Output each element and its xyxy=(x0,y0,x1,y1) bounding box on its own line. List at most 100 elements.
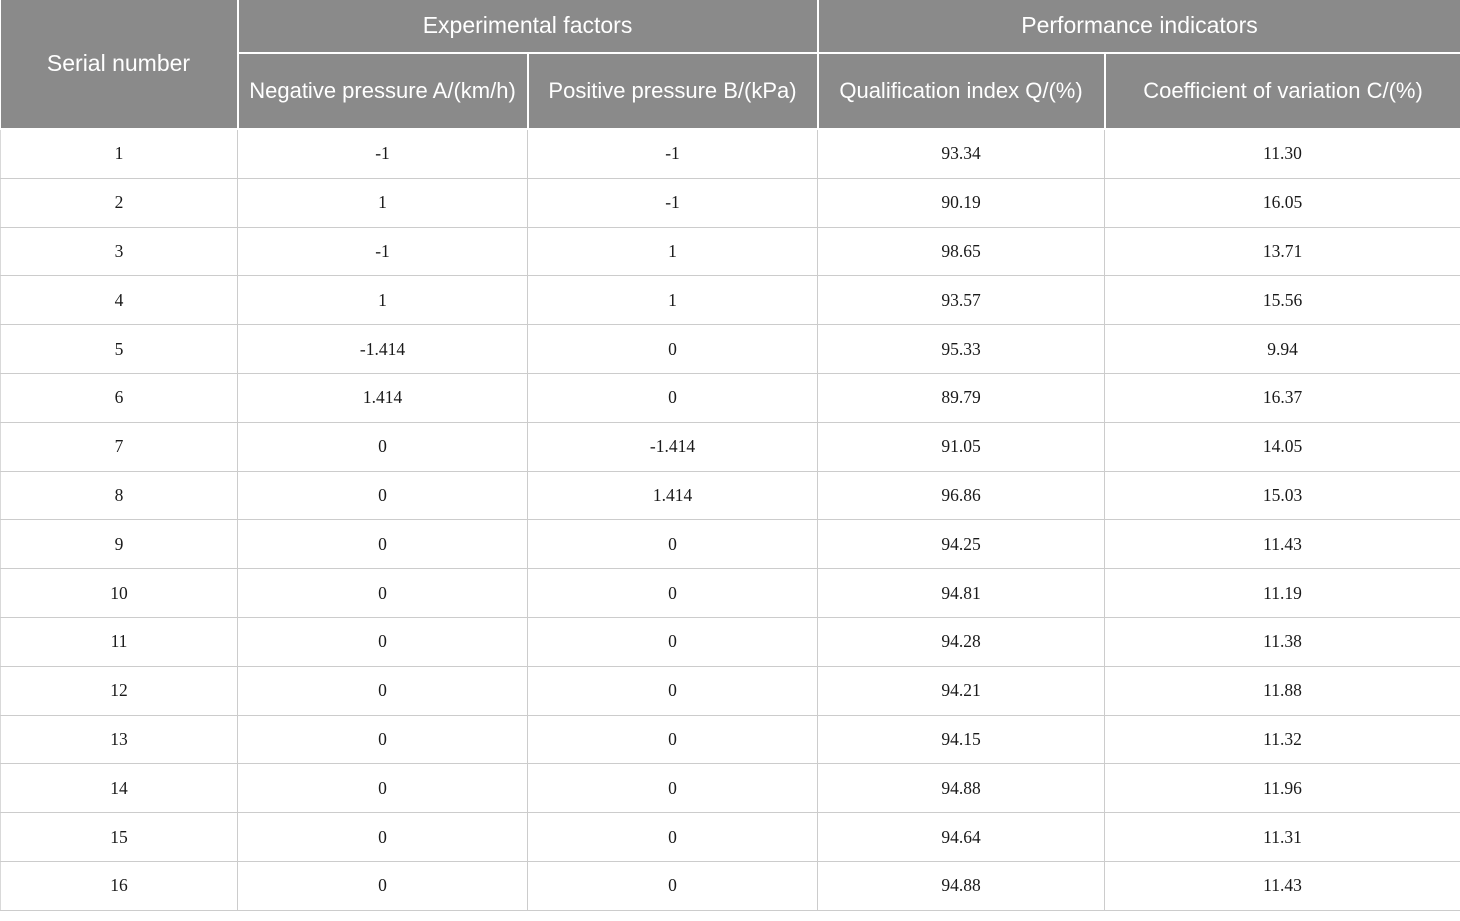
header-serial-number: Serial number xyxy=(0,0,239,130)
negative-pressure-cell: 0 xyxy=(237,616,528,667)
table-body: 1 -1 -1 93.34 11.30 2 1 -1 90.19 16.05 3 -1 1 98.65 13… xyxy=(0,128,1460,911)
table-header: Serial number Experimental factors Perfo… xyxy=(0,0,1460,130)
coefficient-variation-cell: 11.43 xyxy=(1104,519,1460,570)
negative-pressure-cell: 0 xyxy=(237,568,528,618)
table-row: 4 1 1 93.57 15.56 xyxy=(0,275,1460,326)
coefficient-variation-cell: 9.94 xyxy=(1104,324,1460,374)
negative-pressure-cell: 0 xyxy=(237,421,528,472)
header-qualification-index: Qualification index Q/(%) xyxy=(816,52,1106,130)
qualification-index-cell: 94.15 xyxy=(817,714,1106,765)
coefficient-variation-cell: 11.19 xyxy=(1104,568,1460,618)
table-row: 7 0 -1.414 91.05 14.05 xyxy=(0,421,1460,472)
positive-pressure-cell: 0 xyxy=(526,372,819,423)
coefficient-variation-cell: 11.38 xyxy=(1104,616,1460,667)
positive-pressure-cell: 0 xyxy=(526,665,819,716)
negative-pressure-cell: 1 xyxy=(237,177,528,228)
qualification-index-cell: 91.05 xyxy=(817,421,1106,472)
table-row: 13 0 0 94.15 11.32 xyxy=(0,714,1460,765)
serial-cell: 15 xyxy=(0,812,238,862)
header-negative-pressure: Negative pressure A/(km/h) xyxy=(236,52,529,130)
header-group-row: Serial number Experimental factors Perfo… xyxy=(0,0,1460,130)
positive-pressure-cell: 1.414 xyxy=(526,470,819,521)
qualification-index-cell: 90.19 xyxy=(817,177,1106,228)
coefficient-variation-cell: 13.71 xyxy=(1104,226,1460,277)
positive-pressure-cell: 1 xyxy=(526,275,819,326)
qualification-index-cell: 94.88 xyxy=(817,860,1106,911)
coefficient-variation-cell: 11.32 xyxy=(1104,714,1460,765)
coefficient-variation-cell: 16.05 xyxy=(1104,177,1460,228)
positive-pressure-cell: 0 xyxy=(526,763,819,814)
header-group-experimental-factors: Experimental factors xyxy=(236,0,819,54)
positive-pressure-cell: 0 xyxy=(526,616,819,667)
positive-pressure-cell: 0 xyxy=(526,714,819,765)
table-row: 5 -1.414 0 95.33 9.94 xyxy=(0,324,1460,374)
positive-pressure-cell: -1 xyxy=(526,177,819,228)
qualification-index-cell: 95.33 xyxy=(817,324,1106,374)
table-row: 8 0 1.414 96.86 15.03 xyxy=(0,470,1460,521)
qualification-index-cell: 94.25 xyxy=(817,519,1106,570)
positive-pressure-cell: 0 xyxy=(526,812,819,862)
negative-pressure-cell: 1.414 xyxy=(237,372,528,423)
negative-pressure-cell: 0 xyxy=(237,714,528,765)
coefficient-variation-cell: 16.37 xyxy=(1104,372,1460,423)
table-row: 6 1.414 0 89.79 16.37 xyxy=(0,372,1460,423)
qualification-index-cell: 94.28 xyxy=(817,616,1106,667)
qualification-index-cell: 89.79 xyxy=(817,372,1106,423)
coefficient-variation-cell: 11.31 xyxy=(1104,812,1460,862)
qualification-index-cell: 98.65 xyxy=(817,226,1106,277)
coefficient-variation-cell: 11.30 xyxy=(1104,128,1460,179)
table-row: 11 0 0 94.28 11.38 xyxy=(0,616,1460,667)
table-row: 9 0 0 94.25 11.43 xyxy=(0,519,1460,570)
positive-pressure-cell: 0 xyxy=(526,519,819,570)
header-group-performance-indicators: Performance indicators xyxy=(816,0,1460,54)
negative-pressure-cell: -1 xyxy=(237,226,528,277)
serial-cell: 14 xyxy=(0,763,238,814)
coefficient-variation-cell: 11.96 xyxy=(1104,763,1460,814)
negative-pressure-cell: 0 xyxy=(237,470,528,521)
header-sub-row: Negative pressure A/(km/h) Positive pres… xyxy=(1,52,1460,130)
qualification-index-cell: 93.57 xyxy=(817,275,1106,326)
serial-cell: 1 xyxy=(0,128,238,179)
serial-cell: 3 xyxy=(0,226,238,277)
negative-pressure-cell: 0 xyxy=(237,812,528,862)
table-row: 10 0 0 94.81 11.19 xyxy=(0,568,1460,618)
serial-cell: 13 xyxy=(0,714,238,765)
negative-pressure-cell: -1 xyxy=(237,128,528,179)
positive-pressure-cell: 0 xyxy=(526,324,819,374)
negative-pressure-cell: 1 xyxy=(237,275,528,326)
positive-pressure-cell: 0 xyxy=(526,860,819,911)
coefficient-variation-cell: 15.03 xyxy=(1104,470,1460,521)
serial-cell: 12 xyxy=(0,665,238,716)
negative-pressure-cell: 0 xyxy=(237,519,528,570)
serial-cell: 9 xyxy=(0,519,238,570)
serial-cell: 2 xyxy=(0,177,238,228)
positive-pressure-cell: 1 xyxy=(526,226,819,277)
negative-pressure-cell: -1.414 xyxy=(237,324,528,374)
qualification-index-cell: 96.86 xyxy=(817,470,1106,521)
header-positive-pressure: Positive pressure B/(kPa) xyxy=(526,52,819,130)
qualification-index-cell: 94.88 xyxy=(817,763,1106,814)
table-row: 1 -1 -1 93.34 11.30 xyxy=(0,128,1460,179)
negative-pressure-cell: 0 xyxy=(237,763,528,814)
negative-pressure-cell: 0 xyxy=(237,860,528,911)
serial-cell: 4 xyxy=(0,275,238,326)
positive-pressure-cell: 0 xyxy=(526,568,819,618)
qualification-index-cell: 93.34 xyxy=(817,128,1106,179)
table-row: 14 0 0 94.88 11.96 xyxy=(0,763,1460,814)
serial-cell: 6 xyxy=(0,372,238,423)
serial-cell: 10 xyxy=(0,568,238,618)
table-row: 16 0 0 94.88 11.43 xyxy=(0,860,1460,911)
qualification-index-cell: 94.64 xyxy=(817,812,1106,862)
header-coefficient-variation: Coefficient of variation C/(%) xyxy=(1103,52,1460,130)
negative-pressure-cell: 0 xyxy=(237,665,528,716)
positive-pressure-cell: -1 xyxy=(526,128,819,179)
serial-cell: 11 xyxy=(0,616,238,667)
serial-cell: 7 xyxy=(0,421,238,472)
serial-cell: 5 xyxy=(0,324,238,374)
coefficient-variation-cell: 15.56 xyxy=(1104,275,1460,326)
table-row: 3 -1 1 98.65 13.71 xyxy=(0,226,1460,277)
table-row: 2 1 -1 90.19 16.05 xyxy=(0,177,1460,228)
table-row: 15 0 0 94.64 11.31 xyxy=(0,812,1460,862)
